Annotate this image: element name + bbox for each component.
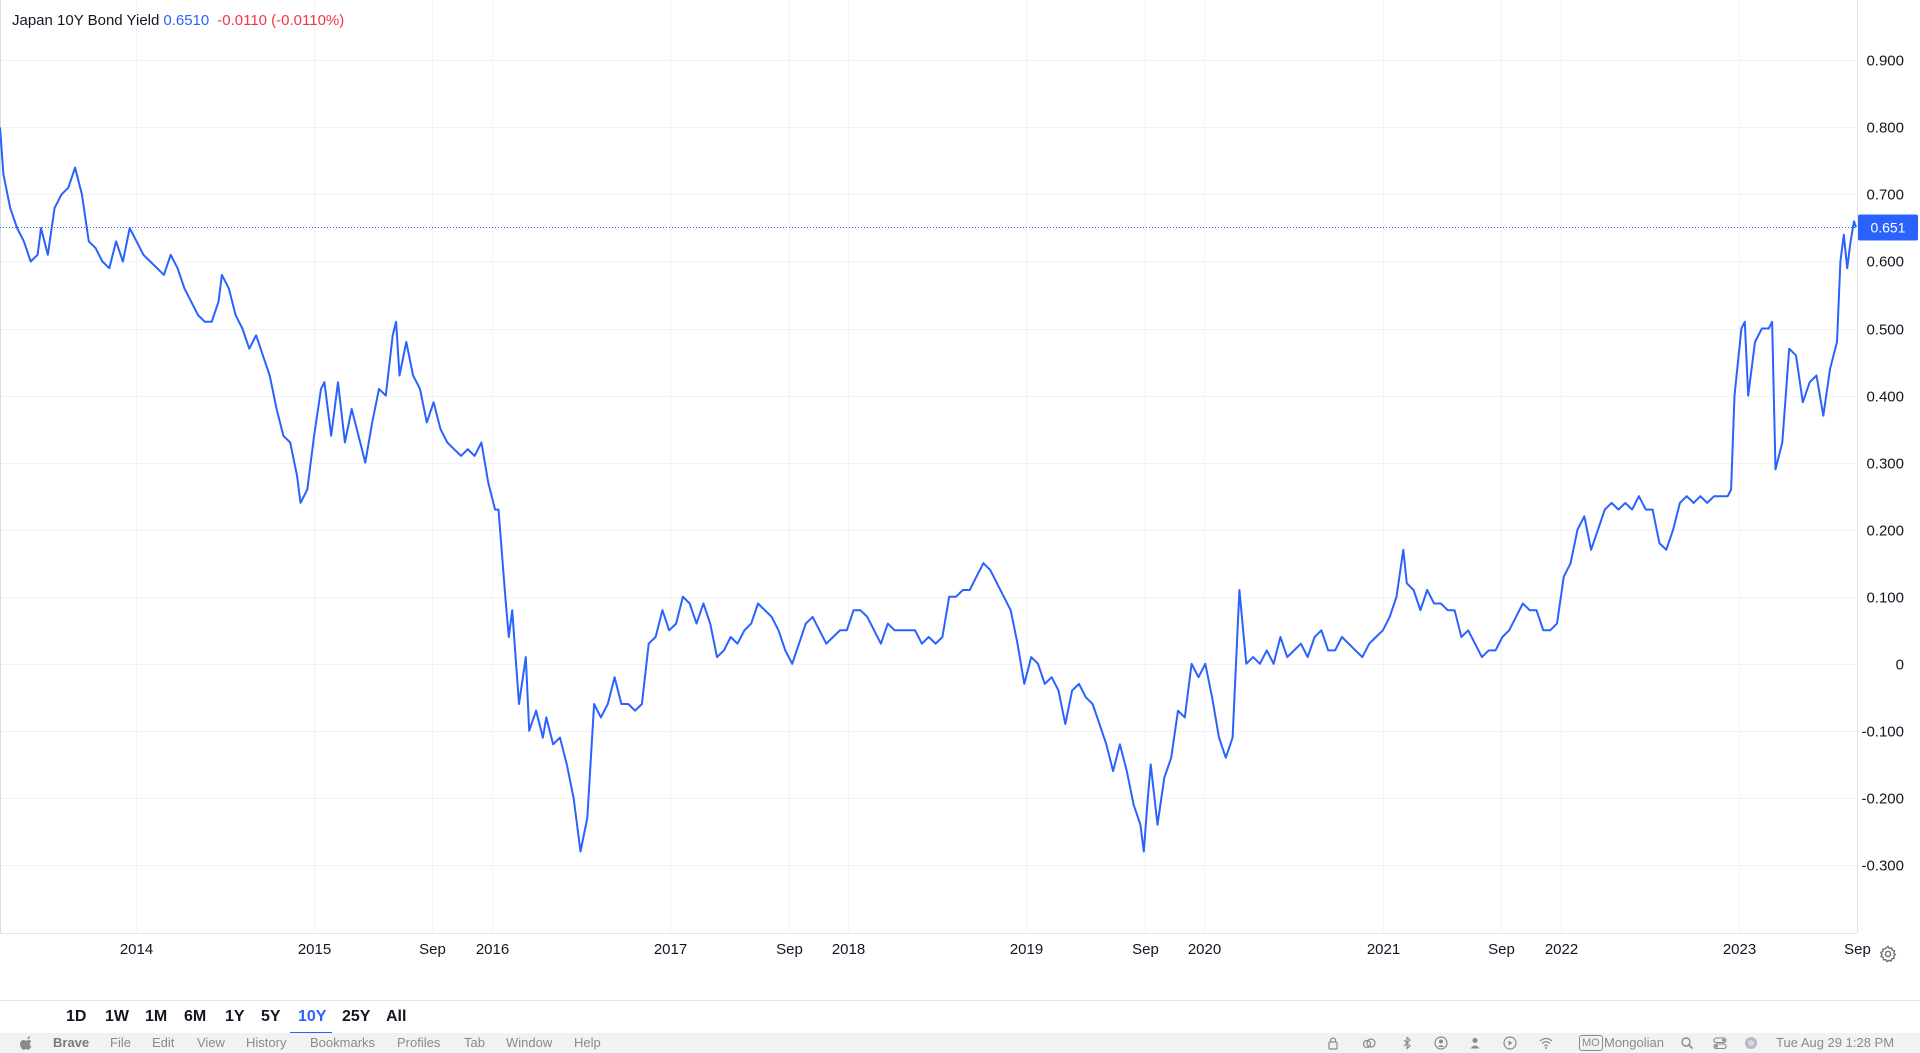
range-button-25y[interactable]: 25Y — [342, 1008, 371, 1025]
y-tick-label: 0.600 — [1866, 254, 1904, 271]
apple-logo-icon[interactable] — [20, 1036, 34, 1050]
y-tick-label: 0 — [1896, 657, 1904, 674]
y-tick-label: -0.100 — [1861, 724, 1904, 741]
price-change: -0.0110 (-0.0110%) — [217, 12, 345, 29]
wifi-icon[interactable] — [1539, 1036, 1553, 1050]
x-tick-label: 2016 — [476, 941, 509, 958]
menu-edit[interactable]: Edit — [152, 1035, 175, 1050]
x-tick-label: 2015 — [298, 941, 331, 958]
symbol-title[interactable]: Japan 10Y Bond Yield — [12, 12, 160, 29]
control-center-icon[interactable] — [1713, 1036, 1727, 1050]
user-icon[interactable] — [1468, 1036, 1482, 1050]
siri-icon[interactable] — [1744, 1036, 1758, 1050]
menu-bookmarks[interactable]: Bookmarks — [310, 1035, 376, 1050]
gear-icon[interactable] — [1878, 944, 1898, 964]
menu-help[interactable]: Help — [574, 1035, 601, 1050]
x-axis-ticks: 2014 2015 Sep 2016 2017 Sep 2018 2019 Sep 2020 202… — [120, 941, 1871, 958]
x-tick-label: 2020 — [1188, 941, 1221, 958]
x-tick-label: 2022 — [1545, 941, 1578, 958]
grid-layer — [0, 0, 1858, 932]
menu-window[interactable]: Window — [506, 1035, 553, 1050]
bluetooth-icon[interactable] — [1400, 1036, 1414, 1050]
x-tick-label: Sep — [776, 941, 803, 958]
last-price-layer: 0.651 — [0, 214, 1918, 241]
menu-app-name[interactable]: Brave — [53, 1035, 90, 1050]
range-button-1y[interactable]: 1Y — [225, 1008, 245, 1025]
x-tick-label: 2021 — [1367, 941, 1400, 958]
play-icon[interactable] — [1503, 1036, 1517, 1050]
menu-profiles[interactable]: Profiles — [397, 1035, 441, 1050]
series-layer — [0, 127, 1857, 853]
y-tick-label: 0.700 — [1866, 187, 1904, 204]
x-tick-label: Sep — [1844, 941, 1871, 958]
account-icon[interactable] — [1434, 1036, 1448, 1050]
y-tick-label: 0.300 — [1866, 456, 1904, 473]
x-tick-label: 2017 — [654, 941, 687, 958]
range-button-1d[interactable]: 1D — [66, 1008, 87, 1025]
range-button-all[interactable]: All — [386, 1008, 407, 1025]
x-tick-label: Sep — [419, 941, 446, 958]
menu-view[interactable]: View — [197, 1035, 225, 1050]
range-button-6m[interactable]: 6M — [184, 1008, 207, 1025]
last-price-box — [1858, 214, 1918, 241]
y-tick-label: 0.100 — [1866, 590, 1904, 607]
y-tick-label: -0.300 — [1861, 858, 1904, 875]
y-axis-ticks: -0.300 -0.200 -0.100 0 0.100 0.200 0.300 0.400 0… — [1861, 53, 1904, 875]
range-button-1w[interactable]: 1W — [105, 1008, 129, 1025]
x-tick-label: 2023 — [1723, 941, 1756, 958]
chart-legend: Japan 10Y Bond Yield 0.6510 -0.0110 (-0.01… — [12, 12, 344, 29]
current-value: 0.6510 — [163, 12, 210, 29]
range-button-1m[interactable]: 1M — [145, 1008, 168, 1025]
menu-history[interactable]: History — [246, 1035, 287, 1050]
lock-icon[interactable] — [1326, 1036, 1340, 1050]
input-source-label[interactable]: Mongolian — [1604, 1035, 1664, 1050]
menu-tab[interactable]: Tab — [464, 1035, 485, 1050]
keyboard-layout-badge[interactable]: MO — [1579, 1035, 1603, 1051]
search-icon[interactable] — [1680, 1036, 1694, 1050]
y-tick-label: 0.800 — [1866, 120, 1904, 137]
y-tick-label: 0.500 — [1866, 322, 1904, 339]
y-tick-label: 0.200 — [1866, 523, 1904, 540]
x-tick-label: Sep — [1132, 941, 1159, 958]
x-tick-label: 2018 — [832, 941, 865, 958]
creative-cloud-icon[interactable] — [1362, 1036, 1376, 1050]
menubar-clock[interactable]: Tue Aug 29 1:28 PM — [1776, 1035, 1895, 1050]
last-price-label: 0.651 — [1870, 220, 1905, 236]
yield-series-line[interactable] — [0, 127, 1857, 853]
range-button-10y[interactable]: 10Y — [298, 1008, 327, 1025]
range-selector: 1D 1W 1M 6M 1Y 5Y 10Y 25Y All — [0, 1000, 1920, 1034]
range-button-5y[interactable]: 5Y — [261, 1008, 281, 1025]
x-tick-label: 2019 — [1010, 941, 1043, 958]
y-tick-label: -0.200 — [1861, 791, 1904, 808]
menu-file[interactable]: File — [110, 1035, 131, 1050]
x-tick-label: Sep — [1488, 941, 1515, 958]
y-tick-label: 0.400 — [1866, 389, 1904, 406]
chart-area[interactable]: -0.300 -0.200 -0.100 0 0.100 0.200 0.300 0.400 0… — [0, 0, 1920, 1000]
y-tick-label: 0.900 — [1866, 53, 1904, 70]
x-tick-label: 2014 — [120, 941, 153, 958]
price-chart[interactable]: -0.300 -0.200 -0.100 0 0.100 0.200 0.300 0.400 0… — [0, 0, 1920, 1000]
macos-menu-bar: Brave File Edit View History Bookmarks P… — [0, 1033, 1920, 1053]
